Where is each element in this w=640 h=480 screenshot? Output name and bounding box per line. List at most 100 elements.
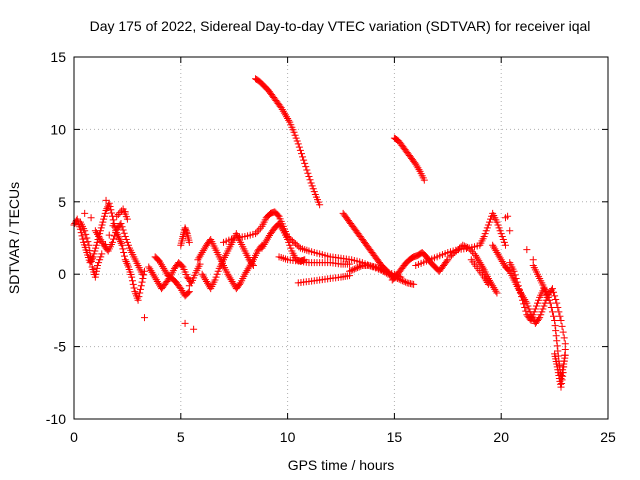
data-point — [352, 264, 360, 272]
data-point — [293, 241, 301, 249]
data-point — [478, 262, 486, 270]
data-point — [92, 244, 100, 252]
data-point — [554, 304, 562, 312]
data-point — [194, 256, 202, 264]
data-point — [128, 277, 136, 285]
data-point — [108, 209, 116, 217]
chart-title: Day 175 of 2022, Sidereal Day-to-day VTE… — [90, 18, 591, 34]
data-point — [120, 252, 128, 260]
data-point — [159, 263, 167, 271]
data-point — [123, 238, 131, 246]
data-point — [412, 160, 420, 168]
data-point — [496, 227, 504, 235]
data-point — [71, 220, 79, 228]
data-point — [145, 263, 153, 271]
data-point — [285, 238, 293, 246]
data-point — [288, 237, 296, 245]
data-point — [140, 314, 148, 322]
data-point — [468, 248, 476, 256]
data-point — [178, 262, 186, 270]
data-point — [538, 308, 546, 316]
data-point — [545, 296, 553, 304]
data-point — [258, 244, 266, 252]
data-point — [249, 262, 257, 270]
data-point — [498, 258, 506, 266]
data-point — [134, 296, 142, 304]
y-tick-label: -10 — [46, 411, 66, 427]
x-axis-label: GPS time / hours — [288, 457, 395, 473]
data-point — [374, 264, 382, 272]
data-point — [185, 282, 193, 290]
data-point — [555, 308, 563, 316]
data-point — [278, 225, 286, 233]
data-point — [520, 300, 528, 308]
data-point — [397, 276, 405, 284]
data-point — [557, 317, 565, 325]
data-point — [107, 206, 115, 214]
data-point — [116, 209, 124, 217]
data-point — [304, 169, 312, 177]
data-point — [537, 311, 545, 319]
data-point — [211, 276, 219, 284]
data-point — [287, 244, 295, 252]
data-point — [286, 241, 294, 249]
data-point — [553, 360, 561, 368]
data-point — [501, 241, 509, 249]
data-point — [119, 245, 127, 253]
data-point — [196, 260, 204, 268]
data-point — [105, 199, 113, 207]
data-point — [376, 265, 384, 273]
data-point — [252, 230, 260, 238]
data-point — [129, 280, 137, 288]
data-point — [284, 115, 292, 123]
data-point — [560, 363, 568, 371]
data-point — [497, 230, 505, 238]
data-point — [536, 314, 544, 322]
data-point — [382, 269, 390, 277]
data-point — [305, 172, 313, 180]
data-point — [86, 247, 94, 255]
data-point — [489, 241, 497, 249]
data-point — [281, 111, 289, 119]
data-point — [241, 270, 249, 278]
data-point — [492, 287, 500, 295]
data-point — [473, 253, 481, 261]
y-tick-label: 0 — [58, 266, 66, 282]
data-point — [553, 299, 561, 307]
data-point — [420, 176, 428, 184]
data-point — [205, 281, 213, 289]
data-point — [532, 302, 540, 310]
data-point — [93, 264, 101, 272]
data-point — [516, 289, 524, 297]
x-tick-label: 15 — [387, 429, 403, 445]
data-point — [201, 276, 209, 284]
data-point — [539, 305, 547, 313]
data-point — [96, 256, 104, 264]
data-point — [92, 270, 100, 278]
data-point — [555, 372, 563, 380]
x-tick-label: 25 — [600, 429, 616, 445]
data-point — [97, 253, 105, 261]
data-point — [413, 162, 421, 170]
data-point — [523, 246, 531, 254]
data-point — [200, 245, 208, 253]
data-point — [475, 257, 483, 265]
x-tick-label: 5 — [177, 429, 185, 445]
data-point — [128, 273, 136, 281]
data-point — [92, 229, 100, 237]
data-point — [484, 280, 492, 288]
data-point — [531, 305, 539, 313]
x-tick-label: 10 — [280, 429, 296, 445]
data-point — [373, 264, 381, 272]
data-point — [484, 221, 492, 229]
data-point — [548, 308, 556, 316]
data-point — [261, 239, 269, 247]
data-point — [510, 267, 518, 275]
data-point — [561, 351, 569, 359]
data-point — [451, 248, 459, 256]
data-point — [92, 241, 100, 249]
data-point — [519, 296, 527, 304]
data-point — [517, 293, 525, 301]
data-point — [91, 273, 99, 281]
